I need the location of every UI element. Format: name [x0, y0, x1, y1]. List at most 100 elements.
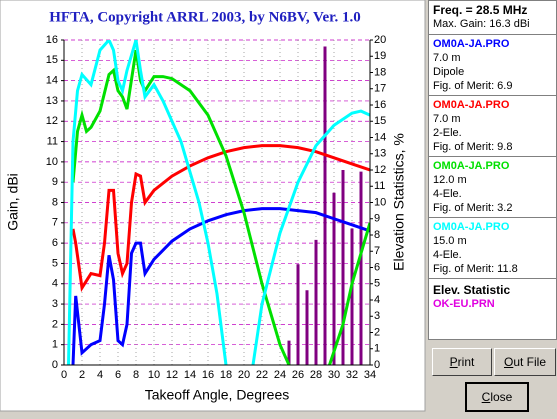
- y-tick-label: 1: [52, 339, 58, 351]
- elevation-bar: [296, 264, 300, 365]
- legend-name: OM0A-JA.PRO: [433, 221, 510, 233]
- legend-height: 7.0 m: [433, 52, 461, 64]
- y2-tick-label: 8: [374, 229, 380, 241]
- y2-tick-label: 3: [374, 310, 380, 322]
- legend-antenna: 4-Ele.: [433, 188, 462, 200]
- y-tick-label: 0: [52, 359, 58, 371]
- y2-tick-label: 10: [374, 196, 386, 208]
- close-button[interactable]: Close: [465, 382, 529, 412]
- legend-height: 7.0 m: [433, 113, 461, 125]
- y2-tick-label: 14: [374, 131, 386, 143]
- legend-merit: Fig. of Merit: 6.9: [433, 80, 513, 92]
- y-tick-label: 3: [52, 298, 58, 310]
- y2-tick-label: 13: [374, 148, 386, 160]
- y-tick-label: 15: [46, 54, 58, 66]
- elevation-bar: [323, 46, 327, 365]
- y2-tick-label: 15: [374, 115, 386, 127]
- y2-tick-label: 19: [374, 50, 386, 62]
- y-tick-label: 5: [52, 257, 58, 269]
- y2-tick-label: 18: [374, 66, 386, 78]
- x-tick-label: 12: [166, 369, 178, 381]
- x-tick-label: 28: [310, 369, 322, 381]
- y-tick-label: 6: [52, 237, 58, 249]
- y2-tick-label: 0: [374, 359, 380, 371]
- elevation-bar: [332, 192, 336, 365]
- x-tick-label: 4: [97, 369, 103, 381]
- y2-tick-label: 12: [374, 164, 386, 176]
- legend-entries: OM0A-JA.PRO 7.0 m Dipole Fig. of Merit: 6.9…: [429, 34, 556, 278]
- max-gain: Max. Gain: 16.3 dBi: [433, 18, 530, 30]
- legend-merit: Fig. of Merit: 9.8: [433, 141, 513, 153]
- print-button[interactable]: Print: [432, 348, 492, 376]
- elevation-bar: [350, 228, 354, 365]
- legend-antenna: Dipole: [433, 66, 465, 78]
- x-tick-label: 2: [79, 369, 85, 381]
- legend-panel: Freq. = 28.5 MHz Max. Gain: 16.3 dBi OM0…: [428, 0, 557, 340]
- out-file-button[interactable]: Out File: [494, 348, 556, 376]
- elevation-bar: [341, 170, 345, 365]
- x-tick-label: 34: [364, 369, 376, 381]
- legend-antenna: 4-Ele.: [433, 249, 462, 261]
- y2-tick-label: 4: [374, 294, 380, 306]
- elevation-bar: [287, 340, 291, 365]
- legend-merit: Fig. of Merit: 3.2: [433, 202, 513, 214]
- x-tick-label: 22: [256, 369, 268, 381]
- x-tick-label: 18: [220, 369, 232, 381]
- y-tick-label: 7: [52, 217, 58, 229]
- legend-height: 15.0 m: [433, 235, 467, 247]
- series-line: [67, 40, 370, 365]
- x-tick-label: 16: [202, 369, 214, 381]
- legend-name: OM0A-JA.PRO: [433, 99, 510, 111]
- y-tick-label: 9: [52, 176, 58, 188]
- y-tick-label: 14: [46, 75, 58, 87]
- elev-entry: Elev. Statistic OK-EU.PRN: [429, 278, 556, 313]
- x-tick-label: 6: [115, 369, 121, 381]
- y-tick-label: 4: [52, 278, 58, 290]
- y-axis-label: Gain, dBi: [5, 173, 21, 231]
- x-tick-label: 24: [274, 369, 286, 381]
- x-tick-label: 32: [346, 369, 358, 381]
- elevation-bar: [314, 239, 318, 365]
- x-tick-label: 8: [133, 369, 139, 381]
- legend-name: OM0A-JA.PRO: [433, 38, 510, 50]
- y2-tick-label: 9: [374, 213, 380, 225]
- y2-tick-label: 16: [374, 99, 386, 111]
- y2-tick-label: 11: [374, 180, 385, 192]
- y2-tick-label: 6: [374, 261, 380, 273]
- y2-axis-label: Elevation Statistics, %: [391, 133, 407, 271]
- elev-title: Elev. Statistic: [433, 283, 511, 297]
- y-tick-label: 11: [47, 135, 58, 147]
- x-tick-label: 10: [148, 369, 160, 381]
- x-axis-label: Takeoff Angle, Degrees: [145, 387, 290, 403]
- y-tick-label: 13: [46, 95, 58, 107]
- series-line: [71, 144, 370, 293]
- y-tick-label: 2: [52, 318, 58, 330]
- chart-title: HFTA, Copyright ARRL 2003, by N6BV, Ver.…: [49, 9, 360, 25]
- legend-name: OM0A-JA.PRO: [433, 160, 510, 172]
- y2-tick-label: 5: [374, 278, 380, 290]
- legend-antenna: 2-Ele.: [433, 127, 462, 139]
- x-tick-label: 14: [184, 369, 196, 381]
- x-tick-label: 0: [61, 369, 67, 381]
- legend-entry: OM0A-JA.PRO 12.0 m 4-Ele. Fig. of Merit: 3.…: [429, 156, 556, 217]
- y-tick-label: 8: [52, 196, 58, 208]
- elevation-bar: [305, 290, 309, 365]
- y2-tick-label: 20: [374, 34, 386, 46]
- y-tick-label: 16: [46, 34, 58, 46]
- legend-height: 12.0 m: [433, 174, 467, 186]
- legend-merit: Fig. of Merit: 11.8: [433, 263, 518, 275]
- x-tick-label: 30: [328, 369, 340, 381]
- y2-tick-label: 17: [374, 83, 386, 95]
- y-tick-label: 12: [46, 115, 58, 127]
- legend-entry: OM0A-JA.PRO 7.0 m Dipole Fig. of Merit: 6.9: [429, 34, 556, 95]
- x-tick-label: 20: [238, 369, 250, 381]
- elev-file: OK-EU.PRN: [433, 298, 495, 310]
- frequency: Freq. = 28.5 MHz: [433, 3, 528, 17]
- chart: HFTA, Copyright ARRL 2003, by N6BV, Ver.…: [0, 0, 426, 412]
- y2-tick-label: 1: [374, 343, 380, 355]
- legend-entry: OM0A-JA.PRO 15.0 m 4-Ele. Fig. of Merit: 11…: [429, 217, 556, 278]
- y2-tick-label: 2: [374, 326, 380, 338]
- x-tick-label: 26: [292, 369, 304, 381]
- y2-tick-label: 7: [374, 245, 380, 257]
